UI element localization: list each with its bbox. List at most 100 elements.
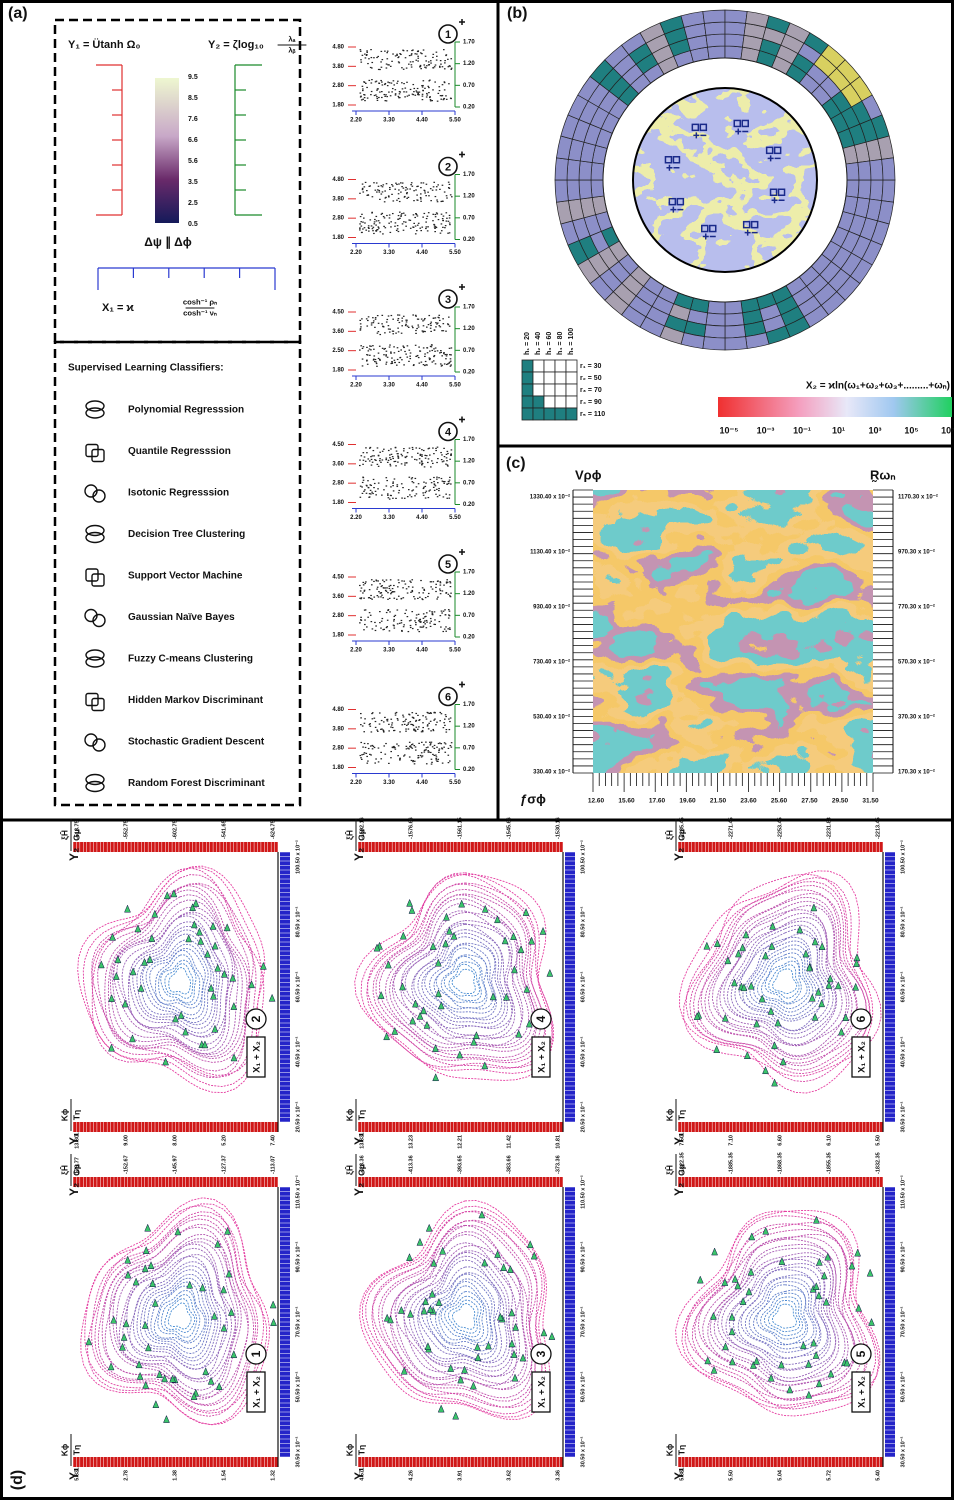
scatter-dot — [425, 67, 427, 68]
grid-cell — [555, 372, 566, 384]
scatter-dot — [450, 98, 452, 99]
stream-line — [110, 1234, 242, 1399]
scatter-dot — [445, 626, 447, 627]
arrow-marker — [778, 1361, 784, 1368]
scatter-dot — [394, 189, 396, 190]
scatter-dot — [430, 752, 432, 753]
scatter-dot — [436, 227, 438, 228]
ring-notch — [677, 71, 687, 81]
tick-label: 110.50 x 10⁻² — [294, 1175, 301, 1209]
scatter-dot — [373, 479, 375, 480]
scatter-dot — [397, 719, 399, 720]
scatter-dot — [447, 233, 449, 234]
scatter-dot — [405, 719, 407, 720]
colorbar-tick: 10⁻⁵ — [720, 425, 739, 435]
scatter-dot — [422, 331, 424, 332]
scatter-dot — [446, 498, 448, 499]
scatter-dot — [433, 487, 435, 488]
scatter-dot — [383, 730, 385, 731]
scatter-dot — [372, 345, 374, 346]
ring-notch — [800, 95, 810, 105]
scatter-dot — [428, 212, 430, 213]
scatter-dot — [364, 82, 366, 83]
scatter-dot — [427, 725, 429, 726]
arrow-marker — [475, 1354, 481, 1361]
colorbar — [155, 78, 179, 223]
scatter-dot — [366, 485, 368, 486]
scatter-dot — [446, 729, 448, 730]
scatter-dot — [362, 482, 364, 483]
mini-tick-label: 0.20 — [463, 237, 475, 243]
arrow-marker — [198, 937, 204, 944]
scatter-dot — [434, 66, 436, 67]
scatter-dot — [370, 94, 372, 95]
scatter-dot — [359, 622, 361, 623]
scatter-dot — [364, 489, 366, 490]
ring-cell — [708, 301, 725, 314]
axis-label: Y₂ — [672, 848, 686, 861]
scatter-dot — [448, 617, 450, 618]
scatter-dot — [389, 82, 391, 83]
scatter-dot — [387, 85, 389, 86]
mini-tick-label: 0.20 — [463, 370, 475, 376]
scatter-dot — [398, 745, 400, 746]
ring-notch — [677, 279, 687, 289]
scatter-dot — [382, 580, 384, 581]
scatter-dot — [365, 461, 367, 462]
scatter-dot — [388, 730, 390, 731]
scatter-dot — [373, 322, 375, 323]
scatter-dot — [425, 228, 427, 229]
arrow-marker — [430, 943, 436, 950]
scatter-dot — [375, 758, 377, 759]
scatter-dot — [403, 69, 405, 70]
scatter-dot — [361, 587, 363, 588]
scatter-dot — [373, 57, 375, 58]
scatter-dot — [369, 460, 371, 461]
scatter-dot — [450, 358, 452, 359]
tick-label: 930.40 x 10⁻² — [533, 604, 570, 611]
scatter-dot — [372, 712, 374, 713]
scatter-dot — [432, 729, 434, 730]
scatter-dot — [410, 747, 412, 748]
scatter-dot — [390, 593, 392, 594]
scatter-dot — [405, 324, 407, 325]
stream-line — [134, 1262, 221, 1370]
scatter-dot — [430, 188, 432, 189]
scatter-dot — [446, 212, 448, 213]
scatter-dot — [438, 490, 440, 491]
mini-tick-label: 3.80 — [332, 196, 344, 202]
colorbar — [718, 397, 952, 417]
scatter-dot — [441, 355, 443, 356]
mini-tick-label: 4.50 — [332, 575, 344, 581]
scatter-dot — [393, 620, 395, 621]
scatter-dot — [407, 724, 409, 725]
classifier-icon — [86, 775, 104, 792]
sum-label: X₁ + X₂ — [537, 1041, 548, 1073]
y2-frac-den: Gμ — [71, 829, 81, 841]
scatter-dot — [381, 315, 383, 316]
arrow-marker — [509, 1309, 515, 1316]
scatter-dot — [439, 720, 441, 721]
scatter-dot — [360, 757, 362, 758]
ring-cell — [579, 161, 592, 180]
arrow-marker — [425, 1343, 431, 1350]
axis-title: R̰ωₙ — [870, 467, 896, 482]
scatter-dot — [378, 97, 380, 98]
scatter-dot — [422, 96, 424, 97]
scatter-dot — [373, 597, 375, 598]
scatter-dot — [415, 746, 417, 747]
scatter-dot — [424, 192, 426, 193]
mini-tick-label: 1.70 — [463, 570, 475, 576]
scatter-dot — [399, 758, 401, 759]
sum-label: X₁ + X₂ — [252, 1041, 263, 1073]
scatter-dot — [430, 466, 432, 467]
tick-label: 170.30 x 10⁻² — [898, 769, 935, 776]
icon-part — [86, 533, 104, 543]
arrow-marker — [138, 984, 144, 991]
scatter-dot — [386, 579, 388, 580]
scatter-dot — [449, 354, 451, 355]
badge-plus — [459, 549, 465, 555]
scatter-dot — [371, 584, 373, 585]
scatter-dot — [382, 451, 384, 452]
scatter-dot — [413, 725, 415, 726]
